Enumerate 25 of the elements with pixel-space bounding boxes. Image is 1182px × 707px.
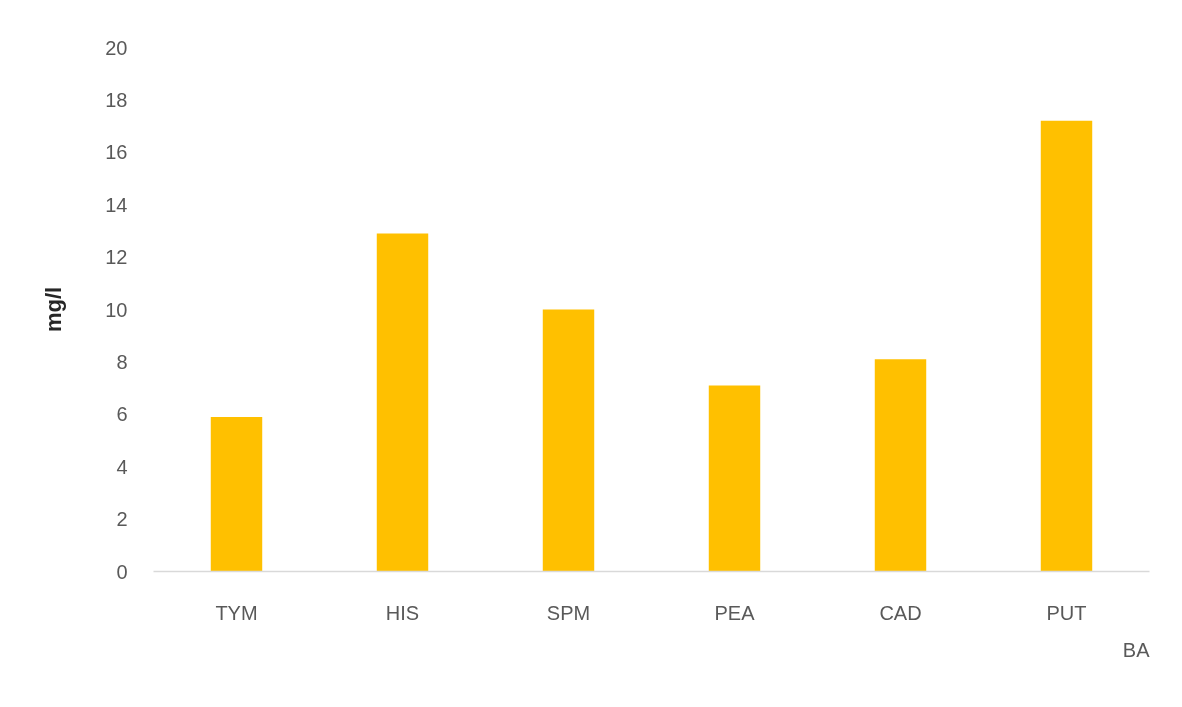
bar — [376, 233, 429, 572]
bar — [542, 309, 595, 572]
x-tick-label: HIS — [385, 601, 420, 624]
y-tick-label: 6 — [116, 403, 128, 426]
bar — [210, 416, 263, 572]
y-tick-label: 14 — [105, 193, 128, 216]
x-tick-label: CAD — [879, 601, 922, 624]
bar — [708, 385, 761, 572]
bar — [874, 359, 927, 572]
y-tick-label: 0 — [116, 560, 128, 583]
x-tick-label: TYM — [215, 601, 258, 624]
y-tick-label: 8 — [116, 350, 128, 373]
x-tick-label: PEA — [714, 601, 756, 624]
y-tick-label: 20 — [105, 36, 128, 59]
y-tick-label: 4 — [116, 455, 128, 478]
y-tick-label: 18 — [105, 88, 128, 111]
y-tick-label: 10 — [105, 298, 128, 321]
y-tick-label: 12 — [105, 246, 128, 269]
y-tick-label: 16 — [105, 141, 128, 164]
y-axis-title: mg/l — [41, 286, 67, 333]
x-axis-title: BA — [1122, 638, 1151, 661]
bar — [1040, 120, 1093, 572]
x-tick-label: SPM — [546, 601, 591, 624]
x-tick-label: PUT — [1046, 601, 1087, 624]
y-tick-label: 2 — [116, 508, 128, 531]
